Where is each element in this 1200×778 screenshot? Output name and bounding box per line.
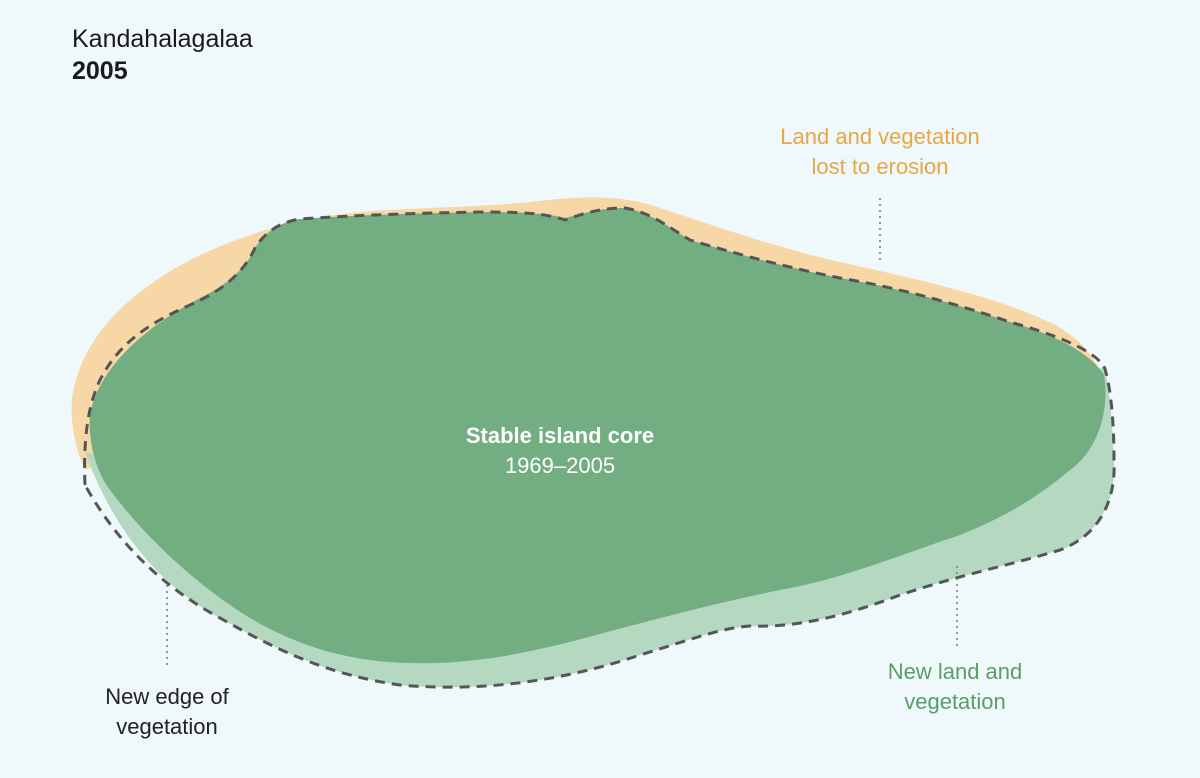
new-land-label-line-1: New land and [887,659,1023,684]
stable-core-area [89,208,1106,664]
erosion-label-line-1: Land and vegetation [780,124,980,149]
erosion-label: Land and vegetation lost to erosion [740,122,1020,182]
header: Kandahalagalaa 2005 [72,22,253,86]
year-label: 2005 [72,57,128,85]
new-edge-label: New edge of vegetation [62,682,272,742]
new-land-label-line-2: vegetation [904,689,1006,714]
erosion-label-line-2: lost to erosion [811,154,949,179]
new-edge-label-line-1: New edge of [105,684,229,709]
core-period: 1969–2005 [504,453,616,478]
new-land-label: New land and vegetation [835,657,1075,717]
core-title: Stable island core [465,423,655,448]
place-name: Kandahalagalaa [72,25,253,53]
new-vegetation-edge-outline [83,206,1116,689]
new-edge-label-line-2: vegetation [116,714,218,739]
core-label: Stable island core 1969–2005 [400,421,720,481]
